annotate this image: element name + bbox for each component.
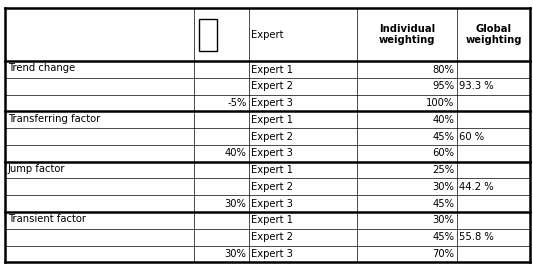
Text: Expert 1: Expert 1	[251, 115, 293, 125]
Text: Expert 1: Expert 1	[251, 215, 293, 225]
Text: Expert 3: Expert 3	[251, 199, 293, 209]
Text: 30%: 30%	[433, 182, 455, 192]
Text: 30%: 30%	[224, 249, 246, 259]
Text: 25%: 25%	[432, 165, 455, 175]
Bar	[199, 19, 216, 51]
Text: Transient factor: Transient factor	[8, 214, 86, 224]
Text: 70%: 70%	[433, 249, 455, 259]
Text: 45%: 45%	[433, 132, 455, 142]
Text: 44.2 %: 44.2 %	[459, 182, 494, 192]
Text: 95%: 95%	[432, 81, 455, 91]
Text: Transferring factor: Transferring factor	[8, 114, 100, 124]
Text: 60%: 60%	[433, 148, 455, 158]
Text: 60 %: 60 %	[459, 132, 484, 142]
Text: Expert 3: Expert 3	[251, 148, 293, 158]
Text: Expert: Expert	[251, 30, 284, 40]
Text: Expert 1: Expert 1	[251, 165, 293, 175]
Text: 93.3 %: 93.3 %	[459, 81, 494, 91]
Text: Expert 2: Expert 2	[251, 182, 293, 192]
Text: Expert 2: Expert 2	[251, 132, 293, 142]
Text: Global
weighting: Global weighting	[465, 24, 522, 45]
Text: Expert 3: Expert 3	[251, 98, 293, 108]
Text: 80%: 80%	[433, 65, 455, 74]
Text: 100%: 100%	[426, 98, 455, 108]
Text: Jump factor: Jump factor	[8, 164, 66, 174]
Text: Individual
weighting: Individual weighting	[379, 24, 435, 45]
Text: Trend change: Trend change	[8, 63, 75, 73]
Text: Expert 1: Expert 1	[251, 65, 293, 74]
Text: -5%: -5%	[227, 98, 246, 108]
Text: 30%: 30%	[433, 215, 455, 225]
Text: Expert 2: Expert 2	[251, 81, 293, 91]
Text: 55.8 %: 55.8 %	[459, 232, 494, 242]
Text: 40%: 40%	[433, 115, 455, 125]
Text: Expert 2: Expert 2	[251, 232, 293, 242]
Text: 40%: 40%	[224, 148, 246, 158]
Text: 45%: 45%	[433, 199, 455, 209]
Text: 30%: 30%	[224, 199, 246, 209]
Text: Expert 3: Expert 3	[251, 249, 293, 259]
Text: 45%: 45%	[433, 232, 455, 242]
